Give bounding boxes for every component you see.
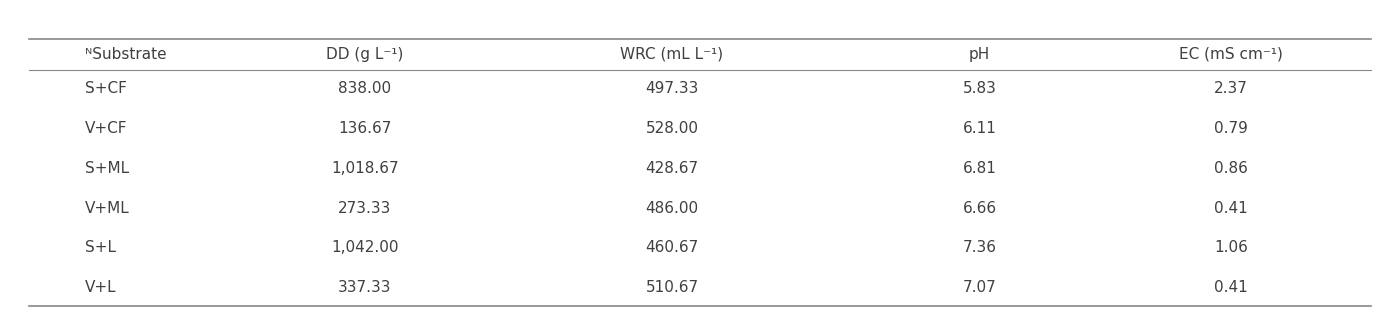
Text: 136.67: 136.67 — [337, 121, 392, 136]
Text: DD (g L⁻¹): DD (g L⁻¹) — [326, 47, 403, 62]
Text: 6.66: 6.66 — [962, 201, 997, 215]
Text: 273.33: 273.33 — [337, 201, 392, 215]
Text: 337.33: 337.33 — [337, 280, 392, 295]
Text: 486.00: 486.00 — [645, 201, 699, 215]
Text: 428.67: 428.67 — [645, 161, 699, 176]
Text: S+CF: S+CF — [85, 81, 127, 96]
Text: 528.00: 528.00 — [645, 121, 699, 136]
Text: 0.41: 0.41 — [1214, 280, 1247, 295]
Text: 7.07: 7.07 — [963, 280, 997, 295]
Text: ᴺSubstrate: ᴺSubstrate — [85, 47, 167, 62]
Text: 1,042.00: 1,042.00 — [330, 241, 399, 255]
Text: V+L: V+L — [85, 280, 116, 295]
Text: 5.83: 5.83 — [963, 81, 997, 96]
Text: 2.37: 2.37 — [1214, 81, 1247, 96]
Text: 7.36: 7.36 — [962, 241, 997, 255]
Text: WRC (mL L⁻¹): WRC (mL L⁻¹) — [620, 47, 724, 62]
Text: 6.11: 6.11 — [963, 121, 997, 136]
Text: 510.67: 510.67 — [645, 280, 699, 295]
Text: 0.86: 0.86 — [1214, 161, 1247, 176]
Text: 460.67: 460.67 — [645, 241, 699, 255]
Text: S+L: S+L — [85, 241, 116, 255]
Text: 1.06: 1.06 — [1214, 241, 1247, 255]
Text: pH: pH — [969, 47, 990, 62]
Text: 1,018.67: 1,018.67 — [330, 161, 399, 176]
Text: V+ML: V+ML — [85, 201, 130, 215]
Text: V+CF: V+CF — [85, 121, 127, 136]
Text: 0.41: 0.41 — [1214, 201, 1247, 215]
Text: EC (mS cm⁻¹): EC (mS cm⁻¹) — [1179, 47, 1282, 62]
Text: S+ML: S+ML — [85, 161, 129, 176]
Text: 497.33: 497.33 — [645, 81, 699, 96]
Text: 838.00: 838.00 — [339, 81, 391, 96]
Text: 6.81: 6.81 — [963, 161, 997, 176]
Text: 0.79: 0.79 — [1214, 121, 1247, 136]
